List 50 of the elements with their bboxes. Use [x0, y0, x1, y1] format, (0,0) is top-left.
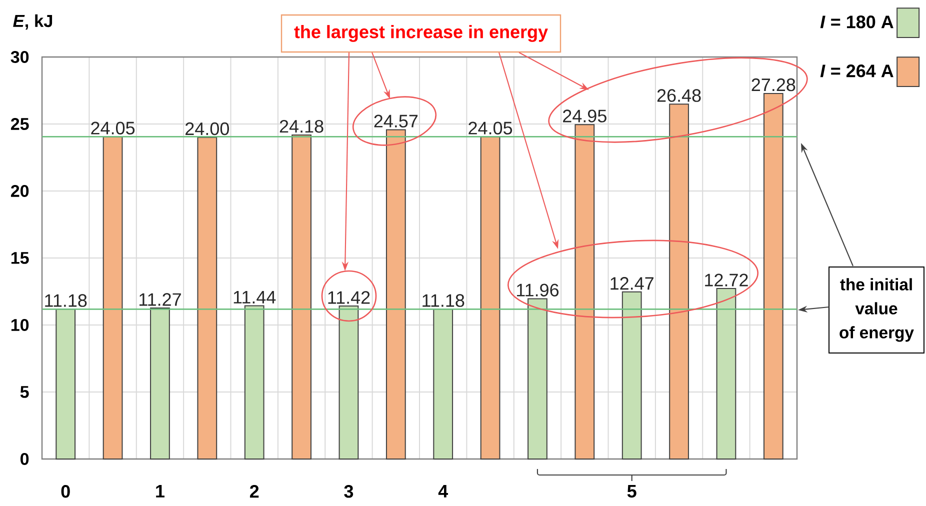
x-tick-label: 3 [344, 485, 354, 498]
data-label: 12.72 [705, 274, 748, 286]
x-tick-label: 2 [250, 485, 259, 498]
bar [56, 308, 76, 460]
data-label: 12.47 [610, 277, 654, 290]
x-tick-label: 0 [61, 485, 70, 498]
bar [528, 298, 548, 460]
y-tick-label: 25 [10, 118, 29, 130]
y-tick-label: 0 [20, 452, 29, 466]
text: the largest increase in energy [294, 25, 548, 42]
text: the initial value of energy [840, 278, 914, 342]
bar [763, 92, 784, 460]
data-label: 27.28 [752, 78, 796, 92]
bar [244, 305, 264, 460]
data-label: 26.48 [657, 89, 701, 102]
y-tick-label: 5 [20, 386, 29, 398]
x-tick-label: 5 [627, 485, 636, 498]
data-label: 24.00 [186, 122, 229, 136]
bar [338, 305, 359, 460]
bar [386, 129, 406, 460]
data-label: 24.57 [374, 114, 418, 128]
bar [197, 136, 218, 460]
legend-label: I = 180 A [820, 16, 894, 28]
y-tick-label: 10 [11, 318, 29, 332]
y-tick-label: 15 [11, 252, 29, 264]
bar [716, 288, 736, 460]
data-label: 24.18 [280, 120, 324, 133]
x-tick-label: 4 [438, 485, 448, 498]
data-label: 24.05 [468, 122, 512, 134]
data-label: 11.18 [45, 294, 87, 307]
data-label: 11.44 [234, 291, 276, 304]
bar [102, 136, 123, 460]
bar [574, 124, 595, 460]
bar [622, 291, 642, 460]
bar [292, 134, 312, 460]
y-axis-title: E, kJ [13, 14, 52, 30]
bar [433, 308, 454, 460]
legend-label: I = 264 A [820, 64, 894, 78]
x-tick-label: 1 [156, 485, 164, 498]
y-tick-label: 20 [10, 184, 29, 198]
data-label: 11.96 [516, 284, 559, 296]
data-label: 11.18 [422, 294, 464, 307]
data-label: 24.05 [91, 122, 135, 134]
y-tick-label: 30 [10, 50, 29, 64]
bar [669, 104, 689, 460]
data-label: 24.95 [563, 110, 606, 122]
data-label: 11.27 [140, 293, 181, 306]
bar [480, 136, 500, 460]
bar [150, 307, 170, 460]
data-label: 11.42 [328, 291, 370, 304]
